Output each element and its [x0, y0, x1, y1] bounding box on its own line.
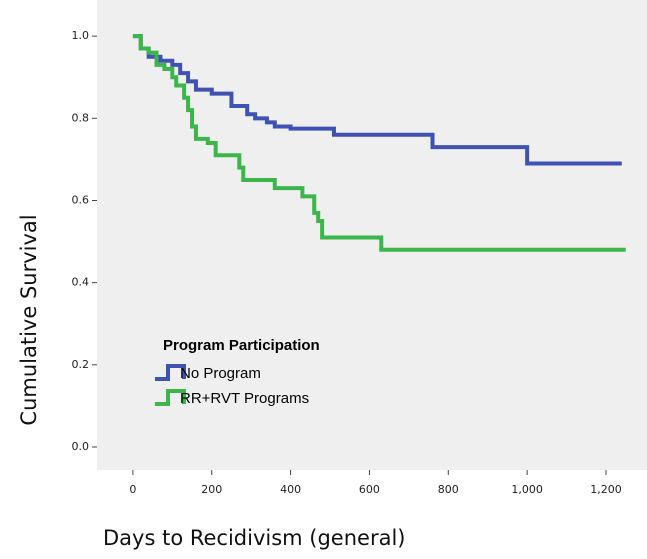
x-tick-label: 600	[359, 483, 380, 496]
y-tick-label: 0.2	[72, 358, 90, 371]
legend-swatch	[155, 389, 186, 406]
survival-line	[132, 34, 622, 166]
x-tick-label: 200	[201, 483, 222, 496]
y-tick-label: 0.0	[72, 440, 90, 453]
legend-swatch	[155, 364, 186, 381]
x-tick-label: 1,200	[590, 483, 622, 496]
y-tick-label: 0.6	[72, 193, 90, 206]
y-tick-label: 1.0	[72, 29, 90, 42]
survival-line	[132, 34, 626, 252]
legend-title: Program Participation	[163, 337, 320, 354]
x-tick-label: 0	[129, 483, 136, 496]
y-tick-label: 0.8	[72, 111, 90, 124]
legend-label: RR+RVT Programs	[180, 390, 309, 407]
y-axis-label: Cumulative Survival	[17, 214, 41, 425]
y-tick-label: 0.4	[72, 276, 90, 289]
x-tick-label: 800	[438, 483, 459, 496]
x-axis-label: Days to Recidivism (general)	[103, 526, 406, 550]
legend-label: No Program	[180, 365, 261, 382]
x-tick-label: 1,000	[511, 483, 543, 496]
x-tick-label: 400	[280, 483, 301, 496]
